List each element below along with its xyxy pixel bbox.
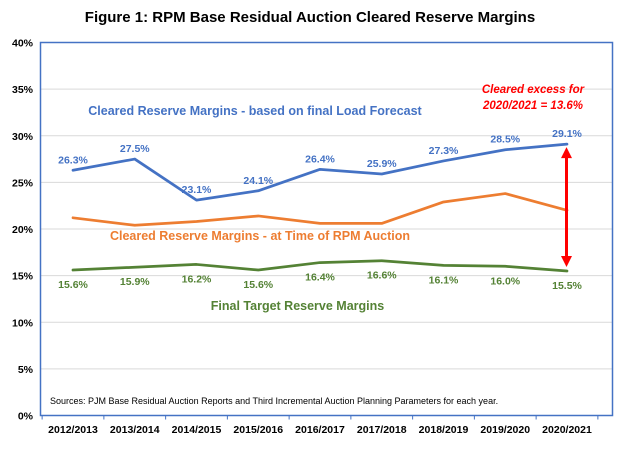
x-axis-label: 2019/2020 <box>480 424 530 436</box>
data-label: 15.6% <box>243 279 273 291</box>
data-label: 16.1% <box>429 274 459 286</box>
series-line <box>71 259 569 273</box>
x-axis-label: 2020/2021 <box>542 424 592 436</box>
y-axis-label: 20% <box>12 224 34 236</box>
x-axis-label: 2018/2019 <box>419 424 469 436</box>
series-label-rpm-auction: Cleared Reserve Margins - at Time of RPM… <box>109 229 411 243</box>
data-label: 15.6% <box>58 279 88 291</box>
data-label: 23.1% <box>182 184 212 196</box>
excess-arrow-head-up <box>561 147 572 159</box>
series-line <box>71 192 569 227</box>
annotation-line2: 2020/2021 = 13.6% <box>482 100 584 112</box>
data-label: 16.6% <box>367 270 397 282</box>
data-label: 27.5% <box>120 143 150 155</box>
annotation-cleared-excess: Cleared excess for 2020/2021 = 13.6% <box>458 82 608 114</box>
x-axis-label: 2014/2015 <box>172 424 222 436</box>
plot-border <box>39 41 614 417</box>
data-label: 26.4% <box>305 153 335 165</box>
data-label: 16.0% <box>490 275 520 287</box>
y-axis-label: 30% <box>12 131 34 143</box>
data-label: 15.5% <box>552 280 582 292</box>
x-axis-label: 2015/2016 <box>233 424 283 436</box>
x-axis-label: 2012/2013 <box>48 424 98 436</box>
data-label: 16.2% <box>182 273 212 285</box>
data-label: 27.3% <box>429 145 459 157</box>
annotation-line1: Cleared excess for <box>481 84 585 96</box>
y-axis-label: 0% <box>18 411 34 423</box>
data-label: 16.4% <box>305 272 335 284</box>
y-axis-label: 40% <box>12 38 34 50</box>
x-axis-label: 2017/2018 <box>357 424 407 436</box>
y-axis-label: 35% <box>12 84 34 96</box>
x-axis-label: 2013/2014 <box>110 424 160 436</box>
y-axis-label: 25% <box>12 177 34 189</box>
data-label: 15.9% <box>120 276 150 288</box>
data-label: 29.1% <box>552 128 582 140</box>
y-axis-label: 5% <box>18 364 34 376</box>
data-label: 25.9% <box>367 158 397 170</box>
y-axis-label: 10% <box>12 317 34 329</box>
source-note: Sources: PJM Base Residual Auction Repor… <box>50 396 499 406</box>
data-label: 26.3% <box>58 154 88 166</box>
x-axis-label: 2016/2017 <box>295 424 345 436</box>
series-line <box>71 142 569 202</box>
chart-title: Figure 1: RPM Base Residual Auction Clea… <box>84 9 536 26</box>
series-label-target-margin: Final Target Reserve Margins <box>210 299 385 313</box>
data-label: 24.1% <box>243 175 273 187</box>
data-label: 28.5% <box>490 134 520 146</box>
excess-arrow-head-down <box>561 255 572 267</box>
series-label-load-forecast: Cleared Reserve Margins - based on final… <box>88 104 422 118</box>
y-axis-label: 15% <box>12 271 34 283</box>
